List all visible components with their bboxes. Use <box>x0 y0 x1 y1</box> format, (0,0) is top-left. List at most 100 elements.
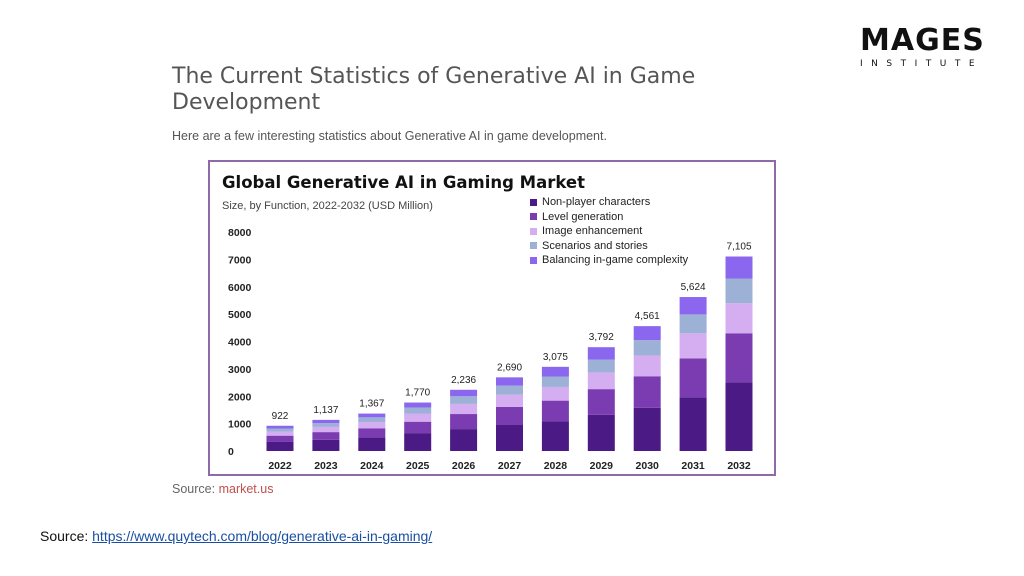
bar-segment <box>404 402 432 408</box>
bar-total-label: 922 <box>272 411 289 422</box>
chart-legend: Non-player characters Level generation Ima… <box>530 195 688 268</box>
logo-subtitle: INSTITUTE <box>860 59 984 69</box>
bar-segment <box>541 366 569 377</box>
bar-segment <box>633 340 661 356</box>
legend-item: Scenarios and stories <box>530 239 688 254</box>
logo-wordmark: MAGES <box>860 23 985 58</box>
legend-item: Image enhancement <box>530 224 688 239</box>
bar-segment <box>725 303 753 334</box>
bar-segment <box>312 426 340 433</box>
x-tick-label: 2023 <box>314 460 338 472</box>
chart-source-link[interactable]: market.us <box>218 482 274 496</box>
legend-swatch <box>530 242 537 250</box>
bar-total-label: 7,105 <box>726 242 751 253</box>
page-source: Source: https://www.quytech.com/blog/gen… <box>40 528 432 544</box>
bar-segment <box>541 376 569 387</box>
bar-segment <box>587 414 615 451</box>
bar-segment <box>587 389 615 415</box>
y-tick-label: 0 <box>228 446 234 458</box>
bar-total-label: 1,367 <box>359 399 384 410</box>
x-tick-label: 2028 <box>544 460 568 472</box>
bar-segment <box>587 359 615 373</box>
bar-segment <box>496 394 523 407</box>
bar-segment <box>404 413 432 422</box>
bar-segment <box>312 419 340 424</box>
mages-logo: MAGES INSTITUTE <box>860 26 990 70</box>
bar-segment <box>266 428 294 432</box>
legend-label: Scenarios and stories <box>542 239 648 252</box>
bar-segment <box>358 417 386 422</box>
bar-segment <box>679 314 707 334</box>
page-source-label: Source: <box>40 528 89 544</box>
x-tick-label: 2031 <box>681 460 705 472</box>
y-tick-label: 4000 <box>228 337 252 349</box>
bar-total-label: 4,561 <box>635 311 660 322</box>
bar-segment <box>587 347 615 360</box>
bar-segment <box>450 414 478 430</box>
bar-segment <box>633 407 661 451</box>
bar-segment <box>450 389 478 397</box>
intro-text: Here are a few interesting statistics ab… <box>172 129 607 143</box>
x-tick-label: 2027 <box>498 460 522 472</box>
chart-subtitle: Size, by Function, 2022-2032 (USD Millio… <box>222 200 433 212</box>
bar-total-label: 3,792 <box>589 332 614 343</box>
chart-source: Source: market.us <box>172 482 273 496</box>
bar-segment <box>404 433 432 451</box>
y-tick-label: 5000 <box>228 309 252 321</box>
y-tick-label: 2000 <box>228 391 252 403</box>
chart-source-label: Source: <box>172 482 216 496</box>
bar-segment <box>450 403 478 415</box>
y-tick-label: 7000 <box>228 254 252 266</box>
bar-total-label: 1,137 <box>313 405 338 416</box>
x-tick-label: 2022 <box>268 460 292 472</box>
market-bar-chart: 0 1000 2000 3000 4000 5000 6000 7000 8000 922 2022… <box>228 227 753 472</box>
bar-segment <box>358 413 386 418</box>
bar-segment <box>266 435 294 442</box>
x-tick-label: 2024 <box>360 460 384 472</box>
bar-segment <box>725 382 753 451</box>
legend-item: Balancing in-game complexity <box>530 253 688 268</box>
bar-segment <box>404 407 432 414</box>
chart-frame: 0 1000 2000 3000 4000 5000 6000 7000 8000 922 2022… <box>208 160 776 476</box>
bar-total-label: 2,690 <box>497 362 522 373</box>
bar-segment <box>633 326 661 341</box>
legend-swatch <box>530 256 537 264</box>
bar-segment <box>725 278 753 304</box>
bar-total-label: 2,236 <box>451 375 476 386</box>
page-source-link[interactable]: https://www.quytech.com/blog/generative-… <box>92 528 433 544</box>
bar-segment <box>496 377 523 386</box>
bar-segment <box>679 397 707 451</box>
bar-segment <box>679 333 707 359</box>
bar-segment <box>312 423 340 427</box>
legend-label: Level generation <box>542 210 624 223</box>
bar-segment <box>358 421 386 429</box>
x-tick-label: 2029 <box>590 460 614 472</box>
bar-segment <box>541 386 569 401</box>
bar-segment <box>496 385 523 395</box>
bar-segment <box>266 431 294 436</box>
bar-segment <box>450 396 478 404</box>
bar-segment <box>266 441 294 451</box>
bar-segment <box>496 424 523 451</box>
legend-swatch <box>530 227 537 235</box>
x-tick-label: 2026 <box>452 460 476 472</box>
bar-segment <box>312 439 340 451</box>
legend-swatch <box>530 213 537 221</box>
bar-segment <box>266 425 294 429</box>
legend-label: Non-player characters <box>542 196 651 209</box>
bar-segment <box>358 437 386 451</box>
y-tick-label: 3000 <box>228 364 252 376</box>
legend-item: Level generation <box>530 210 688 225</box>
y-tick-label: 6000 <box>228 282 252 294</box>
bar-segment <box>633 355 661 377</box>
bar-segment <box>633 376 661 408</box>
bar-segment <box>541 421 569 451</box>
legend-label: Image enhancement <box>542 225 643 238</box>
bar-segment <box>725 256 753 279</box>
bar-total-label: 5,624 <box>681 282 706 293</box>
page-heading: The Current Statistics of Generative AI … <box>172 64 696 115</box>
bar-segment <box>541 400 569 422</box>
bar-segment <box>358 428 386 438</box>
legend-label: Balancing in-game complexity <box>542 254 689 267</box>
bar-segment <box>450 429 478 451</box>
